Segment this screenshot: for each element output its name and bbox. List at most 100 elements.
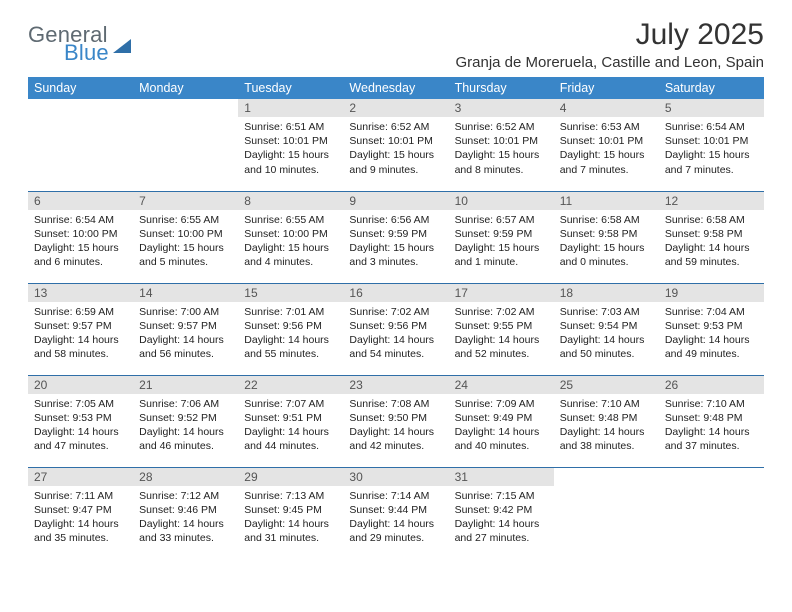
sunrise-text: Sunrise: 7:10 AM [665, 397, 758, 411]
daylight-text: Daylight: 14 hours and 52 minutes. [455, 333, 548, 361]
calendar-cell [659, 467, 764, 551]
day-details: Sunrise: 7:02 AMSunset: 9:56 PMDaylight:… [343, 302, 448, 366]
day-number: 9 [343, 192, 448, 210]
sunset-text: Sunset: 9:53 PM [34, 411, 127, 425]
day-number: 25 [554, 376, 659, 394]
sunset-text: Sunset: 9:44 PM [349, 503, 442, 517]
calendar-cell [133, 99, 238, 191]
day-details: Sunrise: 7:02 AMSunset: 9:55 PMDaylight:… [449, 302, 554, 366]
calendar-cell: 27Sunrise: 7:11 AMSunset: 9:47 PMDayligh… [28, 467, 133, 551]
day-details: Sunrise: 7:07 AMSunset: 9:51 PMDaylight:… [238, 394, 343, 458]
sunset-text: Sunset: 9:50 PM [349, 411, 442, 425]
page-header: General Blue July 2025 Granja de Morerue… [28, 18, 764, 71]
day-details: Sunrise: 6:53 AMSunset: 10:01 PMDaylight… [554, 117, 659, 181]
daylight-text: Daylight: 14 hours and 47 minutes. [34, 425, 127, 453]
calendar-cell: 9Sunrise: 6:56 AMSunset: 9:59 PMDaylight… [343, 191, 448, 283]
day-details: Sunrise: 7:11 AMSunset: 9:47 PMDaylight:… [28, 486, 133, 550]
sunrise-text: Sunrise: 6:53 AM [560, 120, 653, 134]
sunset-text: Sunset: 9:52 PM [139, 411, 232, 425]
calendar-cell: 5Sunrise: 6:54 AMSunset: 10:01 PMDayligh… [659, 99, 764, 191]
day-number: 6 [28, 192, 133, 210]
sunrise-text: Sunrise: 7:02 AM [455, 305, 548, 319]
day-number: 1 [238, 99, 343, 117]
day-details: Sunrise: 7:14 AMSunset: 9:44 PMDaylight:… [343, 486, 448, 550]
calendar-cell: 30Sunrise: 7:14 AMSunset: 9:44 PMDayligh… [343, 467, 448, 551]
calendar-cell: 1Sunrise: 6:51 AMSunset: 10:01 PMDayligh… [238, 99, 343, 191]
calendar-week: 20Sunrise: 7:05 AMSunset: 9:53 PMDayligh… [28, 375, 764, 467]
sunrise-text: Sunrise: 7:03 AM [560, 305, 653, 319]
day-number: 3 [449, 99, 554, 117]
sunrise-text: Sunrise: 7:08 AM [349, 397, 442, 411]
daylight-text: Daylight: 14 hours and 44 minutes. [244, 425, 337, 453]
calendar-cell: 24Sunrise: 7:09 AMSunset: 9:49 PMDayligh… [449, 375, 554, 467]
daylight-text: Daylight: 15 hours and 0 minutes. [560, 241, 653, 269]
day-details: Sunrise: 7:10 AMSunset: 9:48 PMDaylight:… [659, 394, 764, 458]
daylight-text: Daylight: 14 hours and 38 minutes. [560, 425, 653, 453]
calendar-week: 6Sunrise: 6:54 AMSunset: 10:00 PMDayligh… [28, 191, 764, 283]
calendar-week: 27Sunrise: 7:11 AMSunset: 9:47 PMDayligh… [28, 467, 764, 551]
day-details: Sunrise: 7:13 AMSunset: 9:45 PMDaylight:… [238, 486, 343, 550]
day-details: Sunrise: 6:51 AMSunset: 10:01 PMDaylight… [238, 117, 343, 181]
sunset-text: Sunset: 10:01 PM [665, 134, 758, 148]
sunset-text: Sunset: 9:58 PM [560, 227, 653, 241]
sunset-text: Sunset: 10:01 PM [455, 134, 548, 148]
sunrise-text: Sunrise: 6:57 AM [455, 213, 548, 227]
day-details: Sunrise: 6:55 AMSunset: 10:00 PMDaylight… [133, 210, 238, 274]
calendar-cell: 17Sunrise: 7:02 AMSunset: 9:55 PMDayligh… [449, 283, 554, 375]
day-number: 2 [343, 99, 448, 117]
day-details: Sunrise: 7:03 AMSunset: 9:54 PMDaylight:… [554, 302, 659, 366]
calendar-cell: 29Sunrise: 7:13 AMSunset: 9:45 PMDayligh… [238, 467, 343, 551]
day-number: 10 [449, 192, 554, 210]
day-number: 22 [238, 376, 343, 394]
calendar-cell: 3Sunrise: 6:52 AMSunset: 10:01 PMDayligh… [449, 99, 554, 191]
calendar-cell: 10Sunrise: 6:57 AMSunset: 9:59 PMDayligh… [449, 191, 554, 283]
daylight-text: Daylight: 14 hours and 55 minutes. [244, 333, 337, 361]
day-details: Sunrise: 6:54 AMSunset: 10:00 PMDaylight… [28, 210, 133, 274]
title-block: July 2025 Granja de Moreruela, Castille … [455, 18, 764, 71]
day-details: Sunrise: 6:55 AMSunset: 10:00 PMDaylight… [238, 210, 343, 274]
day-number: 19 [659, 284, 764, 302]
month-title: July 2025 [455, 18, 764, 52]
day-details: Sunrise: 7:04 AMSunset: 9:53 PMDaylight:… [659, 302, 764, 366]
day-number: 8 [238, 192, 343, 210]
sunset-text: Sunset: 9:48 PM [560, 411, 653, 425]
day-number: 27 [28, 468, 133, 486]
daylight-text: Daylight: 15 hours and 7 minutes. [665, 148, 758, 176]
sunset-text: Sunset: 10:01 PM [244, 134, 337, 148]
sunset-text: Sunset: 9:51 PM [244, 411, 337, 425]
day-number: 5 [659, 99, 764, 117]
day-number: 17 [449, 284, 554, 302]
day-details: Sunrise: 6:52 AMSunset: 10:01 PMDaylight… [343, 117, 448, 181]
calendar-cell [28, 99, 133, 191]
calendar-cell: 11Sunrise: 6:58 AMSunset: 9:58 PMDayligh… [554, 191, 659, 283]
daylight-text: Daylight: 14 hours and 37 minutes. [665, 425, 758, 453]
daylight-text: Daylight: 14 hours and 58 minutes. [34, 333, 127, 361]
sunset-text: Sunset: 10:00 PM [244, 227, 337, 241]
brand-text: General Blue [28, 24, 109, 64]
daylight-text: Daylight: 14 hours and 46 minutes. [139, 425, 232, 453]
brand-part2: Blue [64, 42, 109, 64]
sunrise-text: Sunrise: 6:54 AM [34, 213, 127, 227]
calendar-cell: 15Sunrise: 7:01 AMSunset: 9:56 PMDayligh… [238, 283, 343, 375]
daylight-text: Daylight: 14 hours and 54 minutes. [349, 333, 442, 361]
calendar-cell: 14Sunrise: 7:00 AMSunset: 9:57 PMDayligh… [133, 283, 238, 375]
sunset-text: Sunset: 9:54 PM [560, 319, 653, 333]
calendar-week: 1Sunrise: 6:51 AMSunset: 10:01 PMDayligh… [28, 99, 764, 191]
sunrise-text: Sunrise: 7:11 AM [34, 489, 127, 503]
calendar-week: 13Sunrise: 6:59 AMSunset: 9:57 PMDayligh… [28, 283, 764, 375]
sunset-text: Sunset: 9:59 PM [349, 227, 442, 241]
daylight-text: Daylight: 15 hours and 10 minutes. [244, 148, 337, 176]
day-number: 29 [238, 468, 343, 486]
col-thursday: Thursday [449, 77, 554, 99]
sunrise-text: Sunrise: 6:56 AM [349, 213, 442, 227]
brand-logo: General Blue [28, 18, 131, 64]
day-details: Sunrise: 6:52 AMSunset: 10:01 PMDaylight… [449, 117, 554, 181]
day-number: 21 [133, 376, 238, 394]
calendar-cell: 16Sunrise: 7:02 AMSunset: 9:56 PMDayligh… [343, 283, 448, 375]
daylight-text: Daylight: 15 hours and 6 minutes. [34, 241, 127, 269]
daylight-text: Daylight: 14 hours and 42 minutes. [349, 425, 442, 453]
day-number: 11 [554, 192, 659, 210]
sunset-text: Sunset: 10:00 PM [139, 227, 232, 241]
sunrise-text: Sunrise: 7:06 AM [139, 397, 232, 411]
calendar-cell: 21 Sunrise: 7:06 AMSunset: 9:52 PMDayligh… [133, 375, 238, 467]
